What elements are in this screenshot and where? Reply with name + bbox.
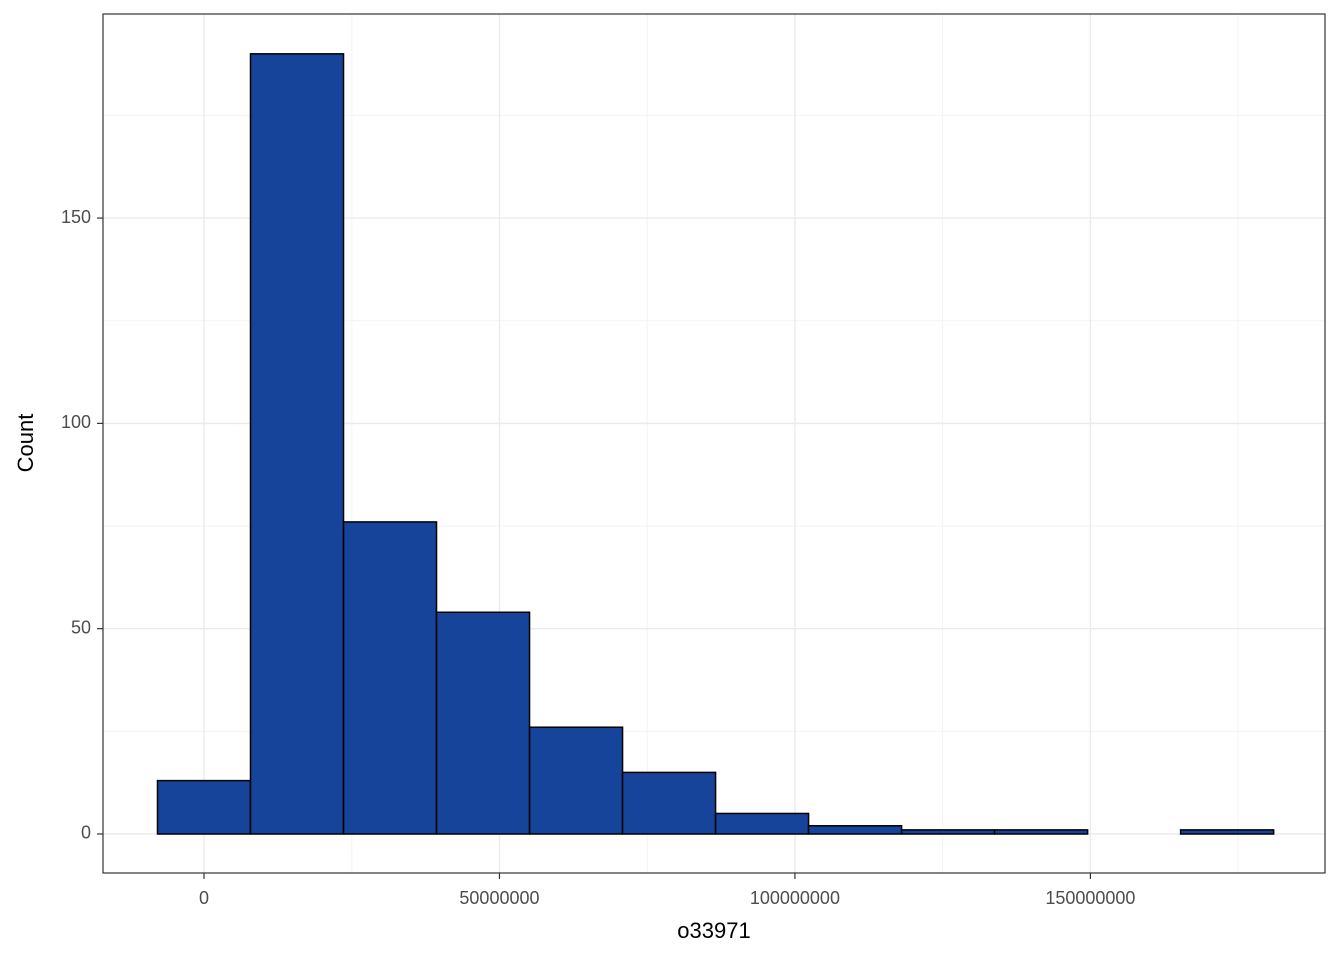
bar: [807, 825, 903, 835]
bar: [1179, 829, 1275, 835]
bar: [900, 829, 996, 835]
y-tick-label: 0: [81, 823, 91, 843]
bar: [156, 779, 252, 835]
y-tick-label: 150: [61, 207, 91, 227]
x-tick-label: 100000000: [750, 888, 840, 908]
bar: [249, 53, 345, 835]
bar: [342, 521, 438, 835]
bar: [435, 611, 531, 835]
bar: [714, 812, 810, 835]
bar: [993, 829, 1089, 835]
y-axis-title: Count: [13, 414, 38, 473]
bar: [621, 771, 717, 835]
x-tick-label: 50000000: [459, 888, 539, 908]
bar: [528, 726, 624, 835]
x-tick-label: 0: [199, 888, 209, 908]
y-tick-label: 50: [71, 617, 91, 637]
x-tick-label: 150000000: [1045, 888, 1135, 908]
y-tick-label: 100: [61, 412, 91, 432]
x-axis-title: o33971: [677, 918, 750, 943]
panel-border: [102, 13, 1326, 874]
